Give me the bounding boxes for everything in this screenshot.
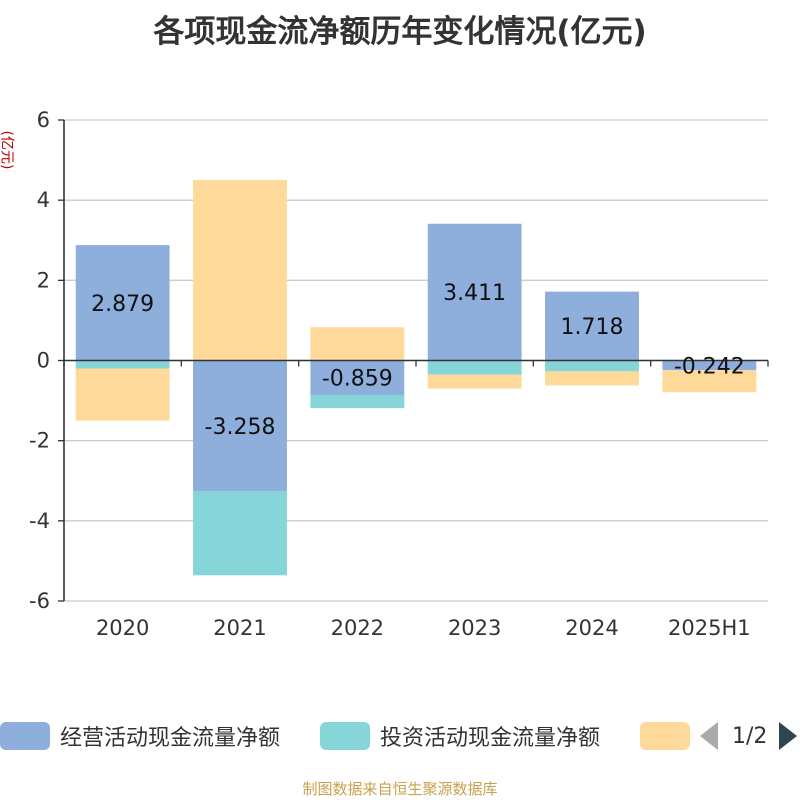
- legend-swatch-investing: [320, 722, 370, 750]
- bar-2020-series-1: [75, 360, 170, 369]
- legend-next-page-icon[interactable]: [779, 722, 798, 750]
- bar-2023-series-1: [427, 360, 522, 375]
- data-label-2025H1: -0.242: [674, 354, 745, 379]
- legend-label-investing: 投资活动现金流量净额: [380, 726, 601, 751]
- bar-2023-series-0: [427, 223, 522, 361]
- legend-item-financing[interactable]: [640, 718, 700, 754]
- legend-swatch-operating: [0, 722, 50, 750]
- bar-2024-series-0: [545, 291, 639, 361]
- x-tick-label: 2021: [213, 616, 266, 640]
- bar-2022-series-0: [310, 360, 405, 395]
- y-tick-label: 6: [37, 108, 50, 132]
- y-tick-label: -6: [29, 589, 50, 613]
- x-tick-label: 2024: [565, 616, 618, 640]
- legend-prev-page-icon[interactable]: [700, 722, 718, 750]
- data-label-2022: -0.859: [322, 367, 393, 392]
- y-tick-label: -2: [29, 429, 50, 453]
- y-tick-label: -4: [29, 509, 50, 533]
- bar-2023-series-2: [427, 374, 522, 389]
- bar-2021-series-1: [193, 491, 287, 576]
- chart-title: 各项现金流净额历年变化情况(亿元): [153, 14, 647, 50]
- y-tick-label: 4: [37, 188, 50, 212]
- legend-pager: 1/2: [700, 716, 798, 756]
- legend: 经营活动现金流量净额 投资活动现金流量净额 1/2: [0, 716, 800, 756]
- legend-page-indicator: 1/2: [732, 723, 768, 749]
- x-tick-label: 2023: [448, 616, 501, 640]
- data-source-note: 制图数据来自恒生聚源数据库: [302, 780, 498, 798]
- data-label-2024: 1.718: [561, 315, 624, 340]
- data-label-2021: -3.258: [205, 415, 276, 440]
- legend-item-operating[interactable]: 经营活动现金流量净额: [0, 718, 280, 754]
- bar-2020-series-0: [75, 245, 170, 361]
- bar-2025H1-series-0: [662, 360, 757, 371]
- bar-2024-series-2: [545, 371, 639, 386]
- bar-2020-series-2: [75, 368, 170, 421]
- bar-2025H1-series-2: [662, 370, 757, 393]
- y-tick-label: 0: [37, 349, 50, 373]
- legend-item-investing[interactable]: 投资活动现金流量净额: [320, 718, 600, 754]
- bar-2024-series-1: [545, 360, 639, 372]
- data-label-2023: 3.411: [443, 281, 506, 306]
- y-tick-label: 2: [37, 268, 50, 292]
- bar-2022-series-1: [310, 394, 405, 409]
- bar-2022-series-2: [310, 327, 405, 361]
- legend-label-operating: 经营活动现金流量净额: [60, 726, 281, 751]
- x-tick-label: 2022: [331, 616, 384, 640]
- bar-2021-series-0: [193, 360, 287, 492]
- cashflow-chart: -6 -4 -2 0 2 4 6 2020 2021 2022 2023 2024 2025H1 2.87…: [29, 108, 769, 640]
- x-tick-label: 2025H1: [668, 616, 751, 640]
- x-tick-label: 2020: [96, 616, 149, 640]
- data-label-2020: 2.879: [91, 292, 154, 317]
- legend-swatch-financing: [640, 722, 690, 750]
- bar-2021-series-2: [193, 180, 287, 361]
